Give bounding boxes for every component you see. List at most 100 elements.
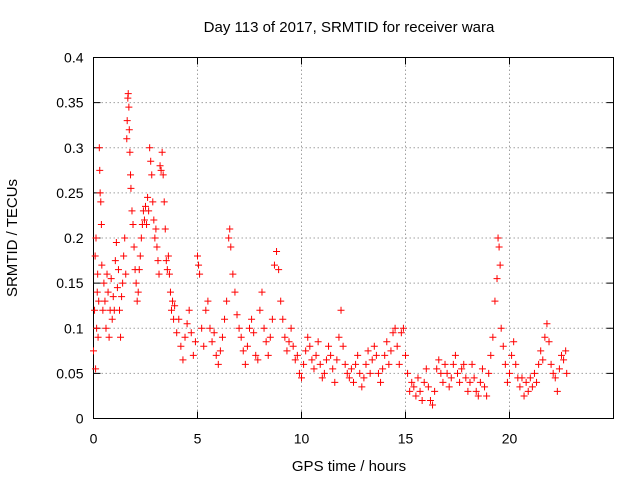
data-point xyxy=(454,369,461,377)
data-point xyxy=(266,333,274,341)
data-point xyxy=(146,144,154,152)
data-point xyxy=(254,356,262,364)
data-point xyxy=(439,378,447,386)
data-point xyxy=(233,311,241,319)
data-point xyxy=(179,356,187,364)
data-point xyxy=(157,166,165,174)
data-point xyxy=(497,324,505,332)
data-point xyxy=(291,356,299,364)
data-point xyxy=(160,198,168,206)
data-point xyxy=(243,342,251,350)
data-point xyxy=(435,356,443,364)
data-point xyxy=(136,252,144,260)
data-point xyxy=(320,369,328,377)
data-point xyxy=(151,234,159,242)
data-point xyxy=(268,315,276,323)
data-point xyxy=(449,360,457,368)
data-point xyxy=(183,320,191,328)
y-tick-label: 0.05 xyxy=(56,365,83,381)
data-point xyxy=(200,342,208,350)
data-point xyxy=(402,351,409,359)
data-point xyxy=(466,378,474,386)
data-point xyxy=(495,243,503,251)
data-point xyxy=(422,365,430,373)
data-point xyxy=(347,365,355,373)
data-point xyxy=(125,126,133,134)
data-point xyxy=(354,351,362,359)
data-point xyxy=(322,356,330,364)
data-point xyxy=(528,383,536,391)
data-point xyxy=(331,378,339,386)
data-point xyxy=(95,144,103,152)
data-point xyxy=(426,396,434,404)
data-point xyxy=(489,333,497,341)
data-point xyxy=(143,220,151,228)
data-point xyxy=(420,378,428,386)
data-point xyxy=(333,356,341,364)
data-point xyxy=(343,369,351,377)
data-point xyxy=(508,351,516,359)
data-point xyxy=(293,351,301,359)
data-point xyxy=(429,401,437,409)
data-point xyxy=(133,297,141,305)
data-point xyxy=(125,103,133,111)
data-point xyxy=(122,270,130,278)
data-point xyxy=(187,329,195,337)
data-point xyxy=(105,333,113,341)
data-point xyxy=(97,220,105,228)
data-point xyxy=(210,329,218,337)
data-point xyxy=(132,279,140,287)
data-point xyxy=(491,297,499,305)
data-point xyxy=(362,360,370,368)
data-point xyxy=(185,306,193,314)
data-point xyxy=(555,365,563,373)
data-point xyxy=(169,297,177,305)
data-point xyxy=(306,342,314,350)
data-point xyxy=(90,347,97,355)
data-point xyxy=(226,225,234,233)
data-point xyxy=(485,369,493,377)
data-point xyxy=(262,338,270,346)
data-point xyxy=(241,360,249,368)
data-point xyxy=(381,351,389,359)
data-point xyxy=(239,347,247,355)
data-point xyxy=(158,148,166,156)
data-point xyxy=(150,216,158,224)
data-point xyxy=(94,333,102,341)
data-point xyxy=(310,365,318,373)
data-point xyxy=(229,270,237,278)
y-tick-label: 0.2 xyxy=(64,230,84,246)
data-point xyxy=(214,360,222,368)
data-point xyxy=(316,360,324,368)
data-point xyxy=(231,288,239,296)
y-tick-label: 0 xyxy=(76,411,84,427)
data-point xyxy=(535,360,543,368)
data-point xyxy=(295,369,303,377)
data-point xyxy=(304,333,312,341)
data-point xyxy=(451,351,459,359)
data-point xyxy=(308,356,316,364)
data-point xyxy=(152,225,160,233)
data-point xyxy=(337,306,345,314)
data-point xyxy=(329,365,337,373)
data-point xyxy=(194,252,201,260)
data-point xyxy=(202,306,210,314)
data-point xyxy=(370,342,378,350)
data-point xyxy=(437,369,445,377)
data-point xyxy=(154,257,162,265)
gridlines xyxy=(93,57,614,419)
data-point xyxy=(103,270,111,278)
data-point xyxy=(225,234,233,242)
data-point xyxy=(134,288,142,296)
data-point xyxy=(406,387,414,395)
data-point xyxy=(127,171,135,179)
data-point xyxy=(526,374,534,382)
x-tick-label: 20 xyxy=(502,431,518,447)
data-point xyxy=(404,369,412,377)
data-point xyxy=(560,356,568,364)
data-point xyxy=(107,275,115,283)
data-point xyxy=(399,324,407,332)
data-point xyxy=(121,234,129,242)
data-point xyxy=(416,387,424,395)
